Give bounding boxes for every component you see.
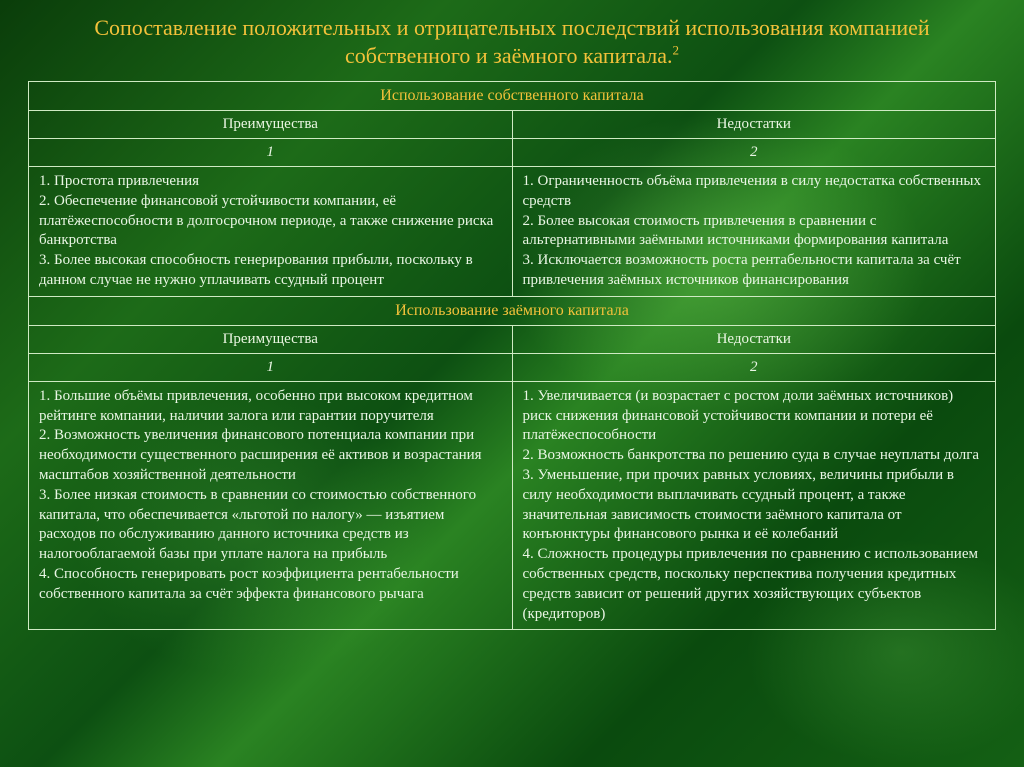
section1-col2-label: Недостатки <box>512 111 996 139</box>
section1-col2-num: 2 <box>512 139 996 167</box>
section2-heading: Использование заёмного капитала <box>29 296 996 325</box>
section1-disadvantages: 1. Ограниченность объёма привлечения в с… <box>512 167 996 297</box>
section1-advantages: 1. Простота привлечения2. Обеспечение фи… <box>29 167 513 297</box>
section2-col1-num: 1 <box>29 353 513 381</box>
section2-col2-num: 2 <box>512 353 996 381</box>
title-line-1: Сопоставление положительных и отрицатель… <box>94 15 929 40</box>
section2-disadvantages: 1. Увеличивается (и возрастает с ростом … <box>512 381 996 630</box>
comparison-table: Использование собственного капитала Преи… <box>28 81 996 630</box>
section1-col1-num: 1 <box>29 139 513 167</box>
section2-col2-label: Недостатки <box>512 325 996 353</box>
title-line-2: собственного и заёмного капитала. <box>345 43 673 68</box>
section1-col1-label: Преимущества <box>29 111 513 139</box>
slide-title: Сопоставление положительных и отрицатель… <box>32 14 992 69</box>
title-footnote: 2 <box>673 42 680 57</box>
section2-col1-label: Преимущества <box>29 325 513 353</box>
section2-advantages: 1. Большие объёмы привлечения, особенно … <box>29 381 513 630</box>
section1-heading: Использование собственного капитала <box>29 82 996 111</box>
